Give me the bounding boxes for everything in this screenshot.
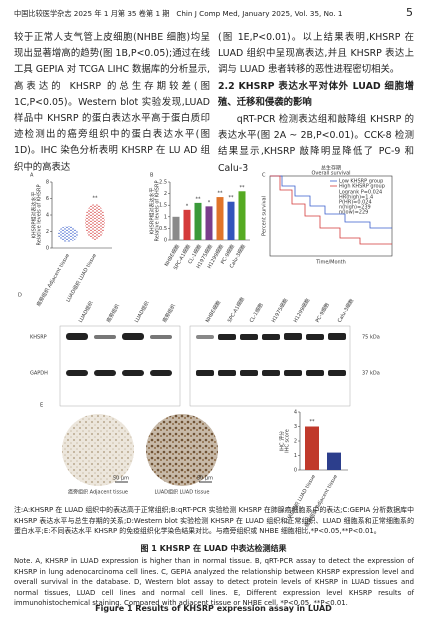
bar	[227, 201, 235, 240]
label: LUAD组织	[133, 300, 151, 324]
y-tick-label: 0	[164, 238, 167, 244]
paragraph: 较于正常人支气管上皮细胞(NHBE 细胞)均呈现出显著增高的趋势(图 1B,P<…	[14, 32, 211, 173]
stat-label: HR(high)=1.4	[339, 195, 373, 201]
y-tick-label: 1	[164, 214, 167, 220]
page-number: 5	[406, 6, 413, 19]
stat-label: P(HR)=0.024	[339, 200, 372, 206]
axis-title: Relative levels of KHSRP	[37, 185, 43, 246]
axis-title: KHSRP相对表达水平	[31, 192, 38, 239]
bar	[327, 452, 341, 470]
label: SPC-A1细胞	[226, 296, 246, 324]
scale-label: 50 μm	[113, 476, 129, 482]
bar	[238, 191, 246, 240]
y-tick-label: 0	[294, 468, 297, 474]
bar	[194, 202, 202, 240]
axis-title: Percent survival	[262, 196, 268, 236]
axis-title: KHSRP相对表达水平	[149, 188, 156, 235]
significance: **	[310, 419, 316, 425]
significance: **	[218, 191, 224, 197]
row-label: GAPDH	[30, 371, 48, 377]
y-tick-label: 8	[46, 180, 49, 186]
survival-curve	[270, 175, 392, 229]
label: LUAD组织	[77, 300, 95, 324]
significance: *	[208, 200, 211, 206]
panel-label: D	[18, 293, 22, 299]
label: PC-9细胞	[314, 302, 331, 324]
label: H1299细胞	[292, 297, 311, 323]
image-caption: LUAD组织 LUAD tissue	[155, 489, 210, 496]
caption-note-en: Note. A, KHSRP in LUAD expression is hig…	[14, 557, 414, 608]
label: LUAD组织 LUAD tissue	[65, 252, 99, 303]
axis-title: Relative levels of KHSRP	[155, 181, 161, 242]
stat-label: n(high)=239	[339, 205, 371, 211]
journal-name-en: Chin J Comp Med, January 2025, Vol. 35, …	[176, 9, 343, 18]
figure-title: 图 1 KHSRP 在 LUAD 中表达检测结果	[140, 544, 287, 553]
scatter-cloud	[58, 226, 78, 242]
y-tick-label: 2	[164, 191, 167, 197]
y-tick-label: 2	[294, 439, 297, 445]
y-tick-label: 0	[46, 246, 49, 252]
chart-title: 总生存期	[321, 165, 341, 172]
bar	[205, 206, 213, 240]
y-tick-label: 3	[294, 424, 297, 430]
y-tick-label: 4	[46, 213, 49, 219]
paragraph: (图 1E,P<0.01)。以上结果表明,KHSRP 在 LUAD 组织中呈现高…	[218, 32, 414, 76]
y-tick-label: 1.5	[159, 203, 167, 209]
ihc-image	[146, 414, 218, 486]
blot-bands	[66, 333, 346, 376]
scatter-cloud	[85, 204, 105, 240]
y-tick-label: 1	[294, 453, 297, 459]
caption-note: 注:A:KHSRP 在 LUAD 组织中的表达高于正常组织;B:qRT-PCR …	[14, 506, 414, 536]
panel-label: B	[150, 173, 154, 179]
section-heading: 2.2 KHSRP 表达水平对体外 LUAD 细胞增殖、迁移和侵袭的影响	[218, 81, 414, 109]
label: 癌旁组织	[161, 303, 177, 324]
y-tick-label: 2	[46, 229, 49, 235]
significance: **	[240, 185, 246, 191]
legend-label: Low KHSRP group	[339, 179, 383, 185]
y-tick-label: 0.5	[159, 226, 167, 232]
row-label: KHSRP	[30, 335, 47, 341]
bar	[183, 209, 191, 240]
legend-label: High KHSRP group	[339, 184, 385, 190]
axis-title: IHC score	[285, 429, 291, 453]
panel-label: E	[40, 403, 43, 409]
y-tick-label: 4	[294, 410, 297, 416]
scale-label: 50 μm	[197, 476, 213, 482]
axis-title: Time/Month	[315, 260, 346, 266]
significance: *	[186, 203, 189, 209]
bar	[172, 216, 180, 240]
label: Calu-3细胞	[336, 298, 355, 324]
label: 癌旁组织	[105, 303, 121, 324]
paragraph: qRT-PCR 检测表达组和敲降组 KHSRP 的表达水平(图 2A ~ 2B,…	[218, 114, 414, 174]
plot-frame	[269, 175, 393, 257]
y-tick-label: 2.5	[159, 180, 167, 186]
stat-label: n(low)=229	[339, 210, 368, 216]
axis-title: IHC 评分	[279, 431, 286, 451]
label: CL-1细胞	[248, 302, 265, 324]
label: H1975细胞	[270, 297, 289, 323]
stat-label: Logrank P=0.024	[339, 190, 382, 196]
image-caption: 癌旁组织 Adjacent tissue	[68, 489, 128, 496]
significance: **	[93, 196, 99, 202]
ihc-image	[62, 414, 134, 486]
significance: **	[229, 195, 235, 201]
figure-title-en: Figure 1 Results of KHSRP expression ass…	[95, 604, 332, 613]
panel-label: C	[262, 173, 266, 179]
size-label: 75 kDa	[362, 335, 380, 341]
y-tick-label: 6	[46, 196, 49, 202]
bar	[305, 426, 319, 470]
label: NHBE细胞	[204, 299, 222, 323]
survival-curve	[270, 175, 392, 245]
significance: **	[196, 196, 202, 202]
journal-header: 中国比较医学杂志 2025 年 1 月第 35 卷第 1 期 Chin J Co…	[14, 9, 342, 19]
journal-name: 中国比较医学杂志 2025 年 1 月第 35 卷第 1 期	[14, 9, 170, 18]
chart-title: Overall survival	[311, 171, 350, 177]
size-label: 37 kDa	[362, 371, 380, 377]
bar	[216, 197, 224, 240]
panel-label: A	[30, 173, 34, 179]
